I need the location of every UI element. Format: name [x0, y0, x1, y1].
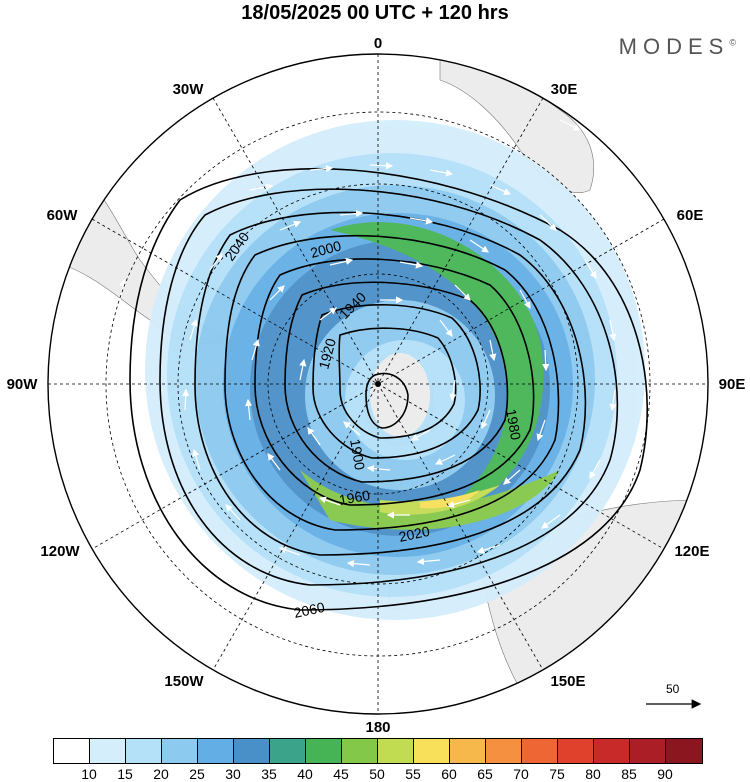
colorbar-tick-label: 10	[81, 766, 97, 782]
lon-label-30w: 30W	[173, 81, 205, 98]
reference-vector-label: 50	[666, 682, 680, 696]
lon-label-0: 0	[374, 35, 382, 52]
lon-label-90w: 90W	[7, 376, 39, 393]
colorbar-swatch	[558, 739, 594, 763]
contour-label-1900: 1900	[347, 438, 368, 472]
colorbar-swatch	[162, 739, 198, 763]
colorbar-tick-label: 70	[513, 766, 529, 782]
height-contours	[129, 167, 649, 611]
lon-label-180: 180	[365, 719, 390, 736]
colorbar-swatch	[270, 739, 306, 763]
contour-labels: 1900 1920 1940 1960 1980 2000 2020 2040 …	[221, 229, 524, 621]
colorbar-tick-label: 75	[549, 766, 565, 782]
lon-label-60w: 60W	[47, 207, 79, 224]
colorbar-tick-label: 50	[369, 766, 385, 782]
longitude-labels: 0 30E 60E 90E 120E 150E 180 150W 120W 90…	[7, 35, 746, 736]
colorbar-tick-label: 15	[117, 766, 133, 782]
colorbar-swatch	[450, 739, 486, 763]
brand-logo: MODES©	[618, 34, 736, 59]
colorbar-swatch	[630, 739, 666, 763]
map-title: 18/05/2025 00 UTC + 120 hrs	[241, 2, 509, 24]
colorbar-swatch	[126, 739, 162, 763]
contour-label-2060: 2060	[292, 599, 326, 621]
colorbar-swatch	[342, 739, 378, 763]
lon-label-90e: 90E	[719, 376, 746, 393]
wind-vectors	[119, 119, 661, 591]
colorbar-tick-label: 45	[333, 766, 349, 782]
colorbar-tick-label: 65	[477, 766, 493, 782]
colorbar-tick-label: 25	[189, 766, 205, 782]
colorbar-tick-label: 60	[441, 766, 457, 782]
lon-label-60e: 60E	[677, 207, 704, 224]
reference-vector-arrow	[646, 699, 702, 709]
colorbar-swatch	[198, 739, 234, 763]
colorbar-swatch	[522, 739, 558, 763]
lon-label-150e: 150E	[550, 673, 585, 690]
polar-wind-map: 0 30E 60E 90E 120E 150E 180 150W 120W 90…	[7, 35, 746, 736]
colorbar-tick-label: 40	[297, 766, 313, 782]
colorbar-ticks: 10 15 20 25 30 35 40 45 50 55 60 65 70 75 80 85 90	[53, 766, 703, 782]
colorbar-swatch	[666, 739, 702, 763]
contour-label-2000: 2000	[309, 237, 343, 261]
map-boundary	[47, 53, 709, 715]
colorbar-tick-label: 80	[585, 766, 601, 782]
colorbar-swatch	[90, 739, 126, 763]
lon-label-30e: 30E	[551, 81, 578, 98]
colorbar-swatch	[594, 739, 630, 763]
colorbar-tick-label: 55	[405, 766, 421, 782]
colorbar-tick-label: 90	[657, 766, 673, 782]
contour-label-1980: 1980	[503, 408, 524, 442]
colorbar-swatch	[486, 739, 522, 763]
colorbar-tick-label: 35	[261, 766, 277, 782]
colorbar-tick-label: 85	[621, 766, 637, 782]
colorbar-swatch	[414, 739, 450, 763]
lon-label-150w: 150W	[164, 673, 204, 690]
contour-label-2020: 2020	[397, 523, 431, 545]
contour-label-1920: 1920	[315, 336, 339, 370]
south-pole-marker	[375, 381, 381, 387]
colorbar-swatch	[306, 739, 342, 763]
colorbar-tick-label: 30	[225, 766, 241, 782]
colorbar-swatch	[378, 739, 414, 763]
wind-speed-shading	[145, 120, 645, 620]
colorbar-tick-label: 20	[153, 766, 169, 782]
lon-label-120w: 120W	[40, 543, 80, 560]
lon-label-120e: 120E	[674, 543, 709, 560]
colorbar-swatch	[234, 739, 270, 763]
contour-label-1960: 1960	[338, 487, 372, 508]
colorbar-swatch	[54, 739, 90, 763]
colorbar	[53, 738, 703, 764]
